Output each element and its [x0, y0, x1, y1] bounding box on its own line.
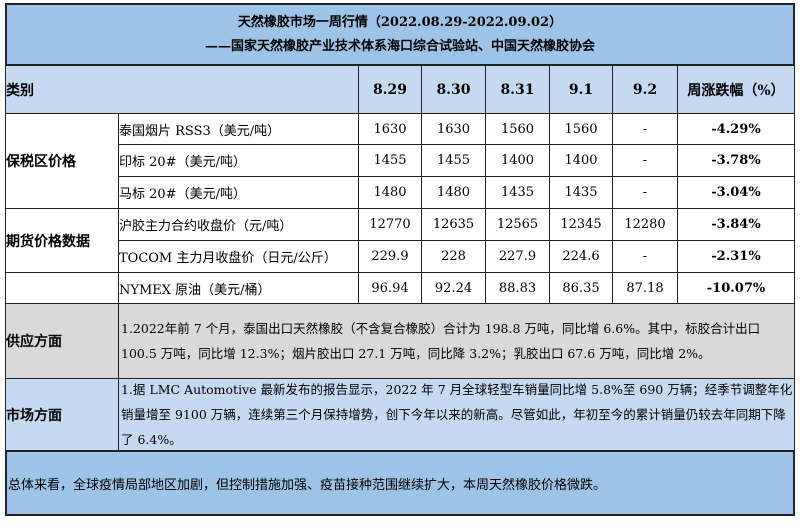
supply-paragraph: 1.2022年前 7 个月，泰国出口天然橡胶（不含复合橡胶）合计为 198.8 …	[121, 321, 761, 361]
row-item-label: 印标 20#（美元/吨）	[118, 144, 359, 177]
supply-text: 1.2022年前 7 个月，泰国出口天然橡胶（不含复合橡胶）合计为 198.8 …	[118, 303, 795, 379]
row-item-label: TOCOM 主力月收盘价（日元/公斤）	[118, 240, 359, 273]
price-cell: 229.9	[358, 240, 422, 273]
header-change: 周涨跌幅（%）	[677, 65, 795, 114]
weekly-change-cell: -3.78%	[677, 144, 795, 177]
weekly-change-cell: -2.31%	[677, 240, 795, 273]
price-cell: 1435	[485, 176, 550, 209]
supply-label: 供应方面	[5, 303, 119, 379]
weekly-change-cell: -4.29%	[677, 113, 795, 145]
row-item-label: NYMEX 原油（美元/桶）	[118, 272, 359, 304]
price-cell: 12770	[358, 208, 422, 241]
row-item-label: 沪胶主力合约收盘价（元/吨）	[118, 208, 359, 241]
title-block: 天然橡胶市场一周行情（2022.08.29-2022.09.02） ——国家天然…	[5, 3, 795, 66]
summary: 总体来看，全球疫情局部地区加剧，但控制措施加强、疫苗接种范围继续扩大，本周天然橡…	[5, 450, 795, 516]
price-cell: 1630	[421, 113, 486, 145]
report-title: 天然橡胶市场一周行情（2022.08.29-2022.09.02）	[237, 14, 563, 30]
weekly-change-cell: -3.84%	[677, 208, 795, 241]
price-cell: 227.9	[485, 240, 550, 273]
price-cell: 87.18	[612, 272, 678, 304]
price-cell: 96.94	[358, 272, 422, 304]
market-text: 1.据 LMC Automotive 最新发布的报告显示，2022 年 7 月全…	[118, 378, 795, 451]
report-subtitle: ——国家天然橡胶产业技术体系海口综合试验站、中国天然橡胶协会	[204, 38, 595, 54]
weekly-change-cell: -10.07%	[677, 272, 795, 304]
weekly-change-cell: -3.04%	[677, 176, 795, 209]
price-cell: 88.83	[485, 272, 550, 304]
header-date: 8.29	[358, 65, 422, 114]
market-paragraph: 1.据 LMC Automotive 最新发布的报告显示，2022 年 7 月全…	[121, 382, 793, 447]
header-date: 8.30	[421, 65, 486, 114]
price-cell: -	[612, 176, 678, 209]
market-label: 市场方面	[5, 378, 119, 451]
header-category: 类别	[5, 65, 359, 114]
price-cell: 12345	[549, 208, 613, 241]
group-label: 期货价格数据	[5, 208, 119, 273]
price-cell: 1630	[358, 113, 422, 145]
group-label: 保税区价格	[5, 113, 119, 209]
price-cell: 228	[421, 240, 486, 273]
price-cell: 224.6	[549, 240, 613, 273]
price-cell: 1455	[421, 144, 486, 177]
row-item-label: 泰国烟片 RSS3（美元/吨）	[118, 113, 359, 145]
row-item-label: 马标 20#（美元/吨）	[118, 176, 359, 209]
price-cell: 1560	[485, 113, 550, 145]
group-label	[5, 272, 119, 304]
price-cell: -	[612, 240, 678, 273]
price-cell: 1435	[549, 176, 613, 209]
header-date: 9.2	[612, 65, 678, 114]
price-cell: 1560	[549, 113, 613, 145]
price-cell: 12565	[485, 208, 550, 241]
price-cell: -	[612, 113, 678, 145]
header-date: 9.1	[549, 65, 613, 114]
price-cell: 86.35	[549, 272, 613, 304]
price-cell: 12280	[612, 208, 678, 241]
price-cell: 1400	[485, 144, 550, 177]
price-cell: 12635	[421, 208, 486, 241]
price-cell: 1455	[358, 144, 422, 177]
price-cell: 1400	[549, 144, 613, 177]
price-cell: 92.24	[421, 272, 486, 304]
price-cell: 1480	[421, 176, 486, 209]
price-cell: -	[612, 144, 678, 177]
price-cell: 1480	[358, 176, 422, 209]
header-date: 8.31	[485, 65, 550, 114]
